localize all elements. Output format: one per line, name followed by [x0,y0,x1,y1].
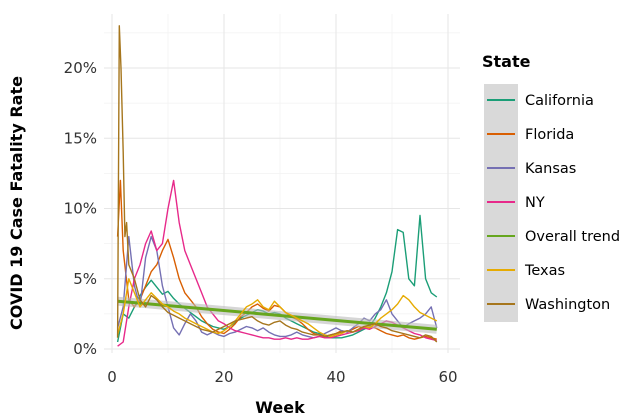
y-tick-label: 0% [73,340,97,358]
x-axis-title: Week [255,398,305,417]
y-tick-label: 15% [64,129,97,147]
legend-label: Overall trend [525,229,620,245]
series-line-texas [116,278,438,338]
x-axis-ticks: 0 20 40 60 [107,368,457,386]
series-line-washington [116,25,438,343]
series-line-overall-trend [117,299,437,331]
series-line-florida [116,179,437,340]
legend-label: Florida [525,127,574,143]
y-tick-label: 10% [64,200,97,218]
plot-series [116,25,438,347]
y-axis-title: COVID 19 Case Fatality Rate [7,76,26,330]
x-tick-label: 40 [326,368,345,386]
legend-label: Texas [524,263,565,279]
legend-label: Kansas [525,161,576,177]
x-tick-label: 60 [438,368,457,386]
x-tick-label: 0 [107,368,117,386]
gridlines [104,14,460,353]
y-tick-label: 5% [73,270,97,288]
legend: State California Florida Kansas NY Overall t… [482,52,620,322]
y-tick-label: 20% [64,59,97,77]
legend-items: California Florida Kansas NY Overall trend Te… [487,93,620,313]
legend-label: NY [525,195,545,211]
x-tick-label: 20 [214,368,233,386]
legend-label: Washington [525,297,610,313]
legend-label: California [525,93,594,109]
legend-title: State [482,52,531,71]
y-axis-ticks: 0% 5% 10% 15% 20% [64,59,97,358]
series-line-kansas [116,235,438,339]
